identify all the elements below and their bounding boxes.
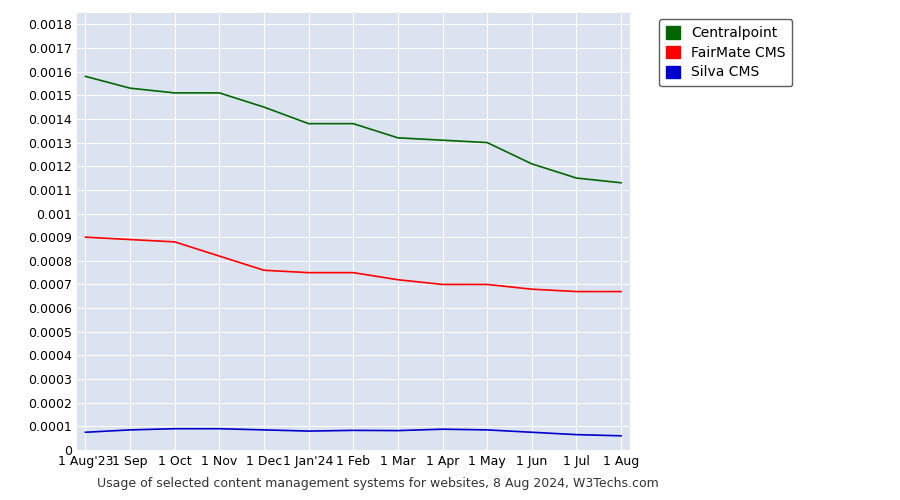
Centralpoint [214,90,225,96]
Centralpoint [616,180,626,186]
Line: Silva CMS: Silva CMS [86,428,621,436]
FairMate CMS [616,288,626,294]
FairMate CMS [392,276,403,282]
Line: FairMate CMS: FairMate CMS [86,237,621,292]
Centralpoint [571,175,581,181]
FairMate CMS [437,282,448,288]
Centralpoint [258,104,269,110]
Text: Usage of selected content management systems for websites, 8 Aug 2024, W3Techs.c: Usage of selected content management sys… [97,477,659,490]
Silva CMS [437,426,448,432]
Legend: Centralpoint, FairMate CMS, Silva CMS: Centralpoint, FairMate CMS, Silva CMS [659,20,793,86]
Silva CMS [125,427,136,433]
Silva CMS [80,430,91,436]
Silva CMS [392,428,403,434]
Centralpoint [348,120,359,126]
Silva CMS [258,427,269,433]
FairMate CMS [125,236,136,242]
Centralpoint [526,161,537,167]
Silva CMS [169,426,180,432]
FairMate CMS [214,253,225,259]
FairMate CMS [169,239,180,245]
Centralpoint [125,85,136,91]
Line: Centralpoint: Centralpoint [86,76,621,183]
Centralpoint [303,120,314,126]
Silva CMS [303,428,314,434]
FairMate CMS [80,234,91,240]
Silva CMS [214,426,225,432]
FairMate CMS [258,268,269,274]
Silva CMS [616,433,626,439]
Centralpoint [437,137,448,143]
Silva CMS [571,432,581,438]
Silva CMS [348,428,359,434]
Centralpoint [80,74,91,80]
FairMate CMS [482,282,492,288]
FairMate CMS [571,288,581,294]
FairMate CMS [348,270,359,276]
FairMate CMS [303,270,314,276]
Centralpoint [169,90,180,96]
Silva CMS [482,427,492,433]
FairMate CMS [526,286,537,292]
Centralpoint [482,140,492,145]
Centralpoint [392,135,403,141]
Silva CMS [526,430,537,436]
